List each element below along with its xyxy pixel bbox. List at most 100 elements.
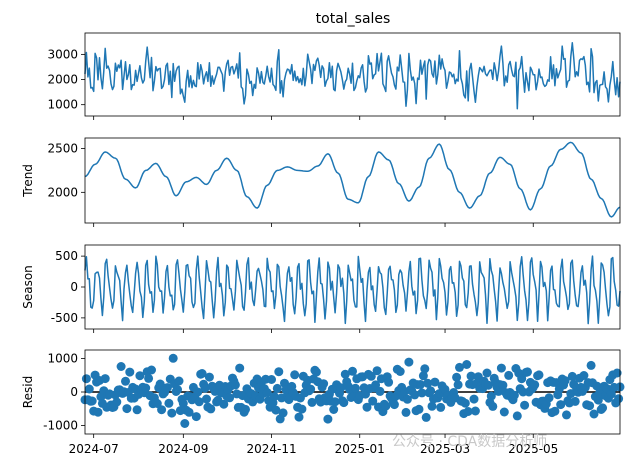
resid-point xyxy=(614,394,624,404)
trend-ytick-label: 2000 xyxy=(47,185,78,199)
resid-point xyxy=(329,405,339,414)
panel-trend: 2000 2500 Trend xyxy=(21,137,621,227)
resid-point xyxy=(579,371,589,380)
resid-point xyxy=(307,397,317,407)
resid-point xyxy=(410,390,420,400)
resid-point xyxy=(272,383,282,393)
resid-point xyxy=(340,369,350,379)
observed-ytick-label: 3000 xyxy=(47,47,78,61)
resid-point xyxy=(544,393,554,403)
resid-point xyxy=(193,387,203,397)
resid-point xyxy=(84,384,94,394)
resid-point xyxy=(598,403,608,413)
resid-point xyxy=(122,404,132,414)
resid-point xyxy=(452,372,462,382)
resid-point xyxy=(197,369,207,378)
resid-point xyxy=(462,360,472,369)
resid-point xyxy=(184,407,194,417)
resid-point xyxy=(336,383,346,393)
resid-point xyxy=(180,419,190,428)
resid-point xyxy=(512,411,522,421)
resid-ytick-label: 0 xyxy=(70,385,78,399)
resid-point xyxy=(132,405,142,415)
resid-ylabel: Resid xyxy=(21,376,35,408)
resid-point xyxy=(402,394,412,404)
resid-point xyxy=(135,371,145,381)
xtick-label: 2024-07 xyxy=(69,442,119,456)
season-ytick-label: 500 xyxy=(55,249,78,263)
resid-point xyxy=(509,390,519,400)
resid-point xyxy=(395,367,405,376)
resid-point xyxy=(125,367,135,377)
resid-point xyxy=(93,407,103,417)
resid-point xyxy=(417,388,427,398)
observed-ytick-label: 1000 xyxy=(47,98,78,112)
resid-point xyxy=(460,398,470,408)
resid-point xyxy=(416,380,425,389)
season-ylabel: Season xyxy=(21,265,35,309)
resid-point xyxy=(191,412,201,422)
resid-point xyxy=(311,367,321,377)
resid-point xyxy=(483,380,493,390)
resid-point xyxy=(200,383,210,393)
resid-point xyxy=(504,370,514,380)
resid-point xyxy=(427,401,437,411)
resid-point xyxy=(278,408,288,418)
resid-point xyxy=(121,376,130,386)
resid-point xyxy=(589,409,599,419)
resid-point xyxy=(368,396,378,406)
resid-point xyxy=(262,388,272,397)
resid-point xyxy=(348,366,357,376)
resid-point xyxy=(517,374,527,384)
xtick-label: 2024-11 xyxy=(246,442,296,456)
resid-point xyxy=(523,367,532,377)
resid-point xyxy=(144,373,154,383)
resid-point xyxy=(174,376,184,386)
resid-point xyxy=(530,380,540,390)
trend-series-line xyxy=(84,141,621,218)
panel-resid: -1000 0 1000 Resid 2024-07 2024-09 2024-11 2025… xyxy=(21,349,625,456)
resid-point xyxy=(550,406,560,416)
resid-point xyxy=(566,389,576,399)
resid-point xyxy=(498,380,508,390)
resid-point xyxy=(319,379,329,389)
resid-point xyxy=(339,398,349,408)
resid-point xyxy=(350,383,360,393)
resid-point xyxy=(414,404,424,414)
observed-ytick-label: 2000 xyxy=(47,73,78,87)
resid-point xyxy=(421,412,431,422)
resid-ytick-label: -1000 xyxy=(43,419,78,433)
resid-point xyxy=(306,384,316,394)
resid-point xyxy=(389,400,399,410)
resid-point xyxy=(453,380,463,390)
resid-point xyxy=(562,410,571,420)
resid-point xyxy=(173,385,182,395)
panel-season: -500 0 500 Season xyxy=(21,244,621,333)
resid-point xyxy=(585,401,595,411)
panel-observed: 1000 2000 3000 xyxy=(47,32,621,120)
resid-point xyxy=(426,386,436,396)
resid-point xyxy=(560,376,570,386)
resid-point xyxy=(455,362,464,372)
resid-point xyxy=(593,395,603,405)
resid-point xyxy=(430,377,440,387)
resid-point xyxy=(112,397,122,407)
xtick-label: 2025-05 xyxy=(508,442,558,456)
xtick-label: 2025-03 xyxy=(420,442,470,456)
resid-point xyxy=(297,404,307,414)
season-series-line xyxy=(84,255,621,325)
resid-point xyxy=(194,397,204,407)
resid-point xyxy=(330,397,340,407)
resid-point xyxy=(534,370,544,380)
resid-point xyxy=(556,400,566,410)
resid-point xyxy=(371,380,381,390)
resid-point xyxy=(168,353,178,363)
resid-point xyxy=(482,368,492,378)
resid-point xyxy=(267,375,276,384)
resid-point xyxy=(499,407,509,417)
watermark-text: 公众号 · CDA数据分析师 xyxy=(392,434,547,450)
resid-point xyxy=(204,372,214,382)
resid-point xyxy=(372,366,382,376)
